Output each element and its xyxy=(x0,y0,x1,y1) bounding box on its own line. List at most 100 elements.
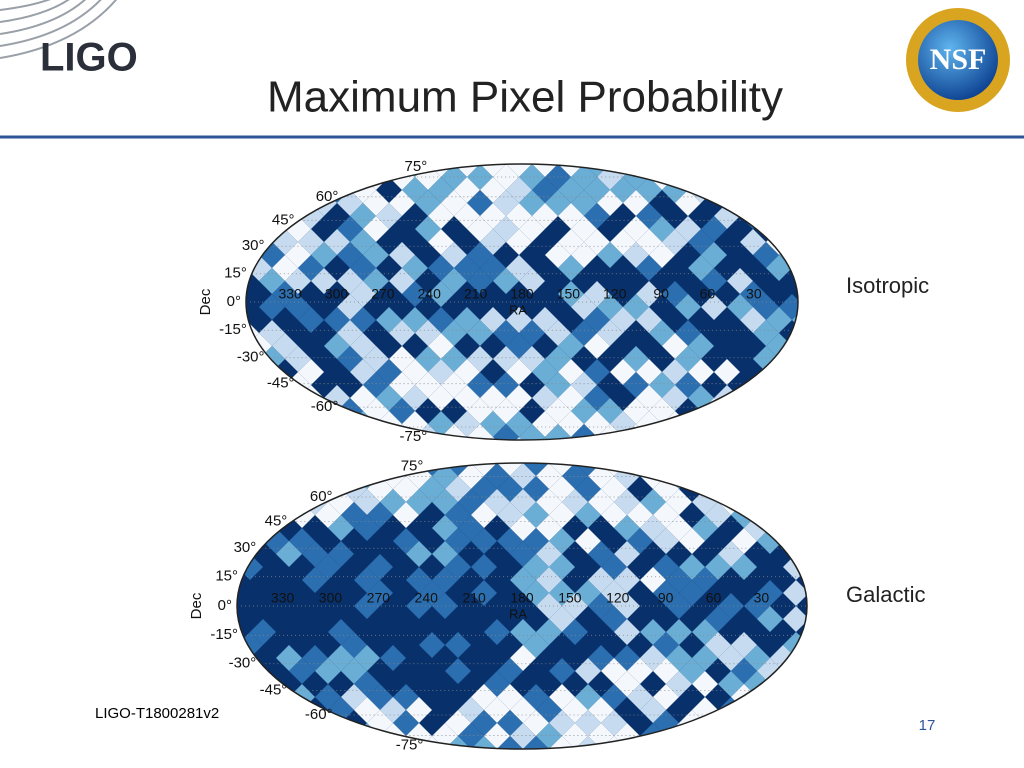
sky-pixel xyxy=(796,723,807,749)
page-number: 17 xyxy=(919,717,936,734)
sky-pixel xyxy=(796,671,807,697)
sky-pixel xyxy=(792,203,798,229)
sky-pixel xyxy=(263,463,289,476)
dec-tick-label: 15° xyxy=(215,568,238,585)
logo-text: LIGO xyxy=(40,36,138,80)
sky-pixel xyxy=(246,203,272,229)
sky-pixel xyxy=(575,502,601,528)
ra-tick-label: 120 xyxy=(603,286,627,302)
sky-pixel xyxy=(783,658,807,684)
slide-title: Maximum Pixel Probability xyxy=(267,73,783,122)
sky-pixel xyxy=(315,463,341,476)
sky-pixel xyxy=(493,424,519,440)
sky-pixel xyxy=(263,736,289,749)
sky-pixel xyxy=(445,736,471,749)
sky-pixel xyxy=(289,736,315,749)
sky-pixel xyxy=(389,320,415,346)
ra-tick-label: 30 xyxy=(746,286,762,302)
dec-tick-label: -30° xyxy=(229,655,257,672)
sky-pixel xyxy=(584,437,610,440)
sky-pixel xyxy=(376,437,402,440)
sky-pixel xyxy=(753,424,779,440)
sky-pixel xyxy=(467,320,493,346)
sky-pixel xyxy=(493,268,519,294)
sky-pixel xyxy=(714,437,740,440)
sky-pixel xyxy=(679,463,705,476)
sky-pixel xyxy=(740,164,766,177)
dec-tick-label: -45° xyxy=(267,375,295,392)
sky-pixel xyxy=(584,333,610,359)
sky-pixel xyxy=(549,658,575,684)
sky-pixel xyxy=(714,177,740,203)
sky-pixel xyxy=(272,164,298,177)
sky-pixel xyxy=(714,359,740,385)
maps: 75°60°45°30°15°0°-15°-30°-45°-60°-75°330… xyxy=(188,158,929,754)
dec-tick-label: -75° xyxy=(396,737,424,754)
sky-pixel xyxy=(731,476,757,502)
sky-pixel xyxy=(796,515,807,541)
sky-pixel xyxy=(757,606,783,632)
sky-pixel xyxy=(250,723,276,749)
sky-pixel xyxy=(731,554,757,580)
sky-pixel xyxy=(406,593,432,619)
ra-tick-label: 90 xyxy=(658,590,674,606)
sky-pixel xyxy=(783,528,807,554)
sky-pixel xyxy=(636,437,662,440)
sky-pixel xyxy=(792,411,798,437)
sky-pixel xyxy=(428,385,454,411)
sky-pixel xyxy=(731,463,757,476)
sky-pixel xyxy=(766,164,792,177)
ra-tick-label: 60 xyxy=(706,590,722,606)
sky-map: 75° 60° 45° 30° 15° 0° -15° -30°-45° -60° -75° 330… xyxy=(197,158,929,445)
sky-pixel xyxy=(380,645,406,671)
sky-pixel xyxy=(757,463,783,476)
sky-pixel xyxy=(471,736,497,749)
sky-pixel xyxy=(497,736,523,749)
sky-pixel xyxy=(259,424,285,440)
sky-pixel xyxy=(766,177,792,203)
sky-pixel xyxy=(454,437,480,440)
sky-pixel xyxy=(779,216,798,242)
sky-pixel xyxy=(337,164,363,190)
sky-pixel xyxy=(276,463,302,489)
sky-pixel xyxy=(627,736,653,749)
ra-tick-label: 90 xyxy=(653,286,669,302)
sky-pixel xyxy=(757,736,783,749)
sky-pixel xyxy=(796,489,807,515)
sky-pixel xyxy=(688,164,714,177)
sky-pixel xyxy=(779,164,798,190)
sky-pixel xyxy=(779,372,798,398)
dec-tick-label: 15° xyxy=(224,265,247,282)
sky-pixel xyxy=(753,398,779,424)
sky-pixel xyxy=(575,736,601,749)
sky-pixel xyxy=(367,736,393,749)
sky-pixel xyxy=(705,463,731,476)
sky-pixel xyxy=(675,164,701,190)
sky-pixel xyxy=(276,489,302,515)
sky-pixel xyxy=(250,463,276,489)
ra-tick-label: 240 xyxy=(415,590,439,606)
sky-pixel xyxy=(662,437,688,440)
ra-tick-label: 180 xyxy=(510,590,534,606)
sky-pixel xyxy=(727,424,753,440)
ra-tick-label: 180 xyxy=(510,286,534,302)
sky-pixel xyxy=(701,268,727,294)
sky-pixel xyxy=(740,177,766,203)
sky-pixel xyxy=(783,606,807,632)
sky-pixel xyxy=(285,424,311,440)
ra-tick-label: 270 xyxy=(367,590,391,606)
sky-pixel xyxy=(779,424,798,440)
sky-pixel xyxy=(653,736,679,749)
sky-pixel xyxy=(311,424,337,440)
sky-pixel xyxy=(532,437,558,440)
ra-tick-label: 210 xyxy=(462,590,486,606)
sky-pixel xyxy=(298,164,324,177)
sky-pixel xyxy=(740,411,766,437)
sky-pixel xyxy=(311,164,337,190)
sky-pixel xyxy=(636,164,662,177)
sky-pixel xyxy=(757,710,783,736)
sky-pixel xyxy=(679,736,705,749)
sky-pixel xyxy=(250,697,276,723)
sky-pixel xyxy=(419,632,445,658)
sky-pixel xyxy=(701,164,727,190)
